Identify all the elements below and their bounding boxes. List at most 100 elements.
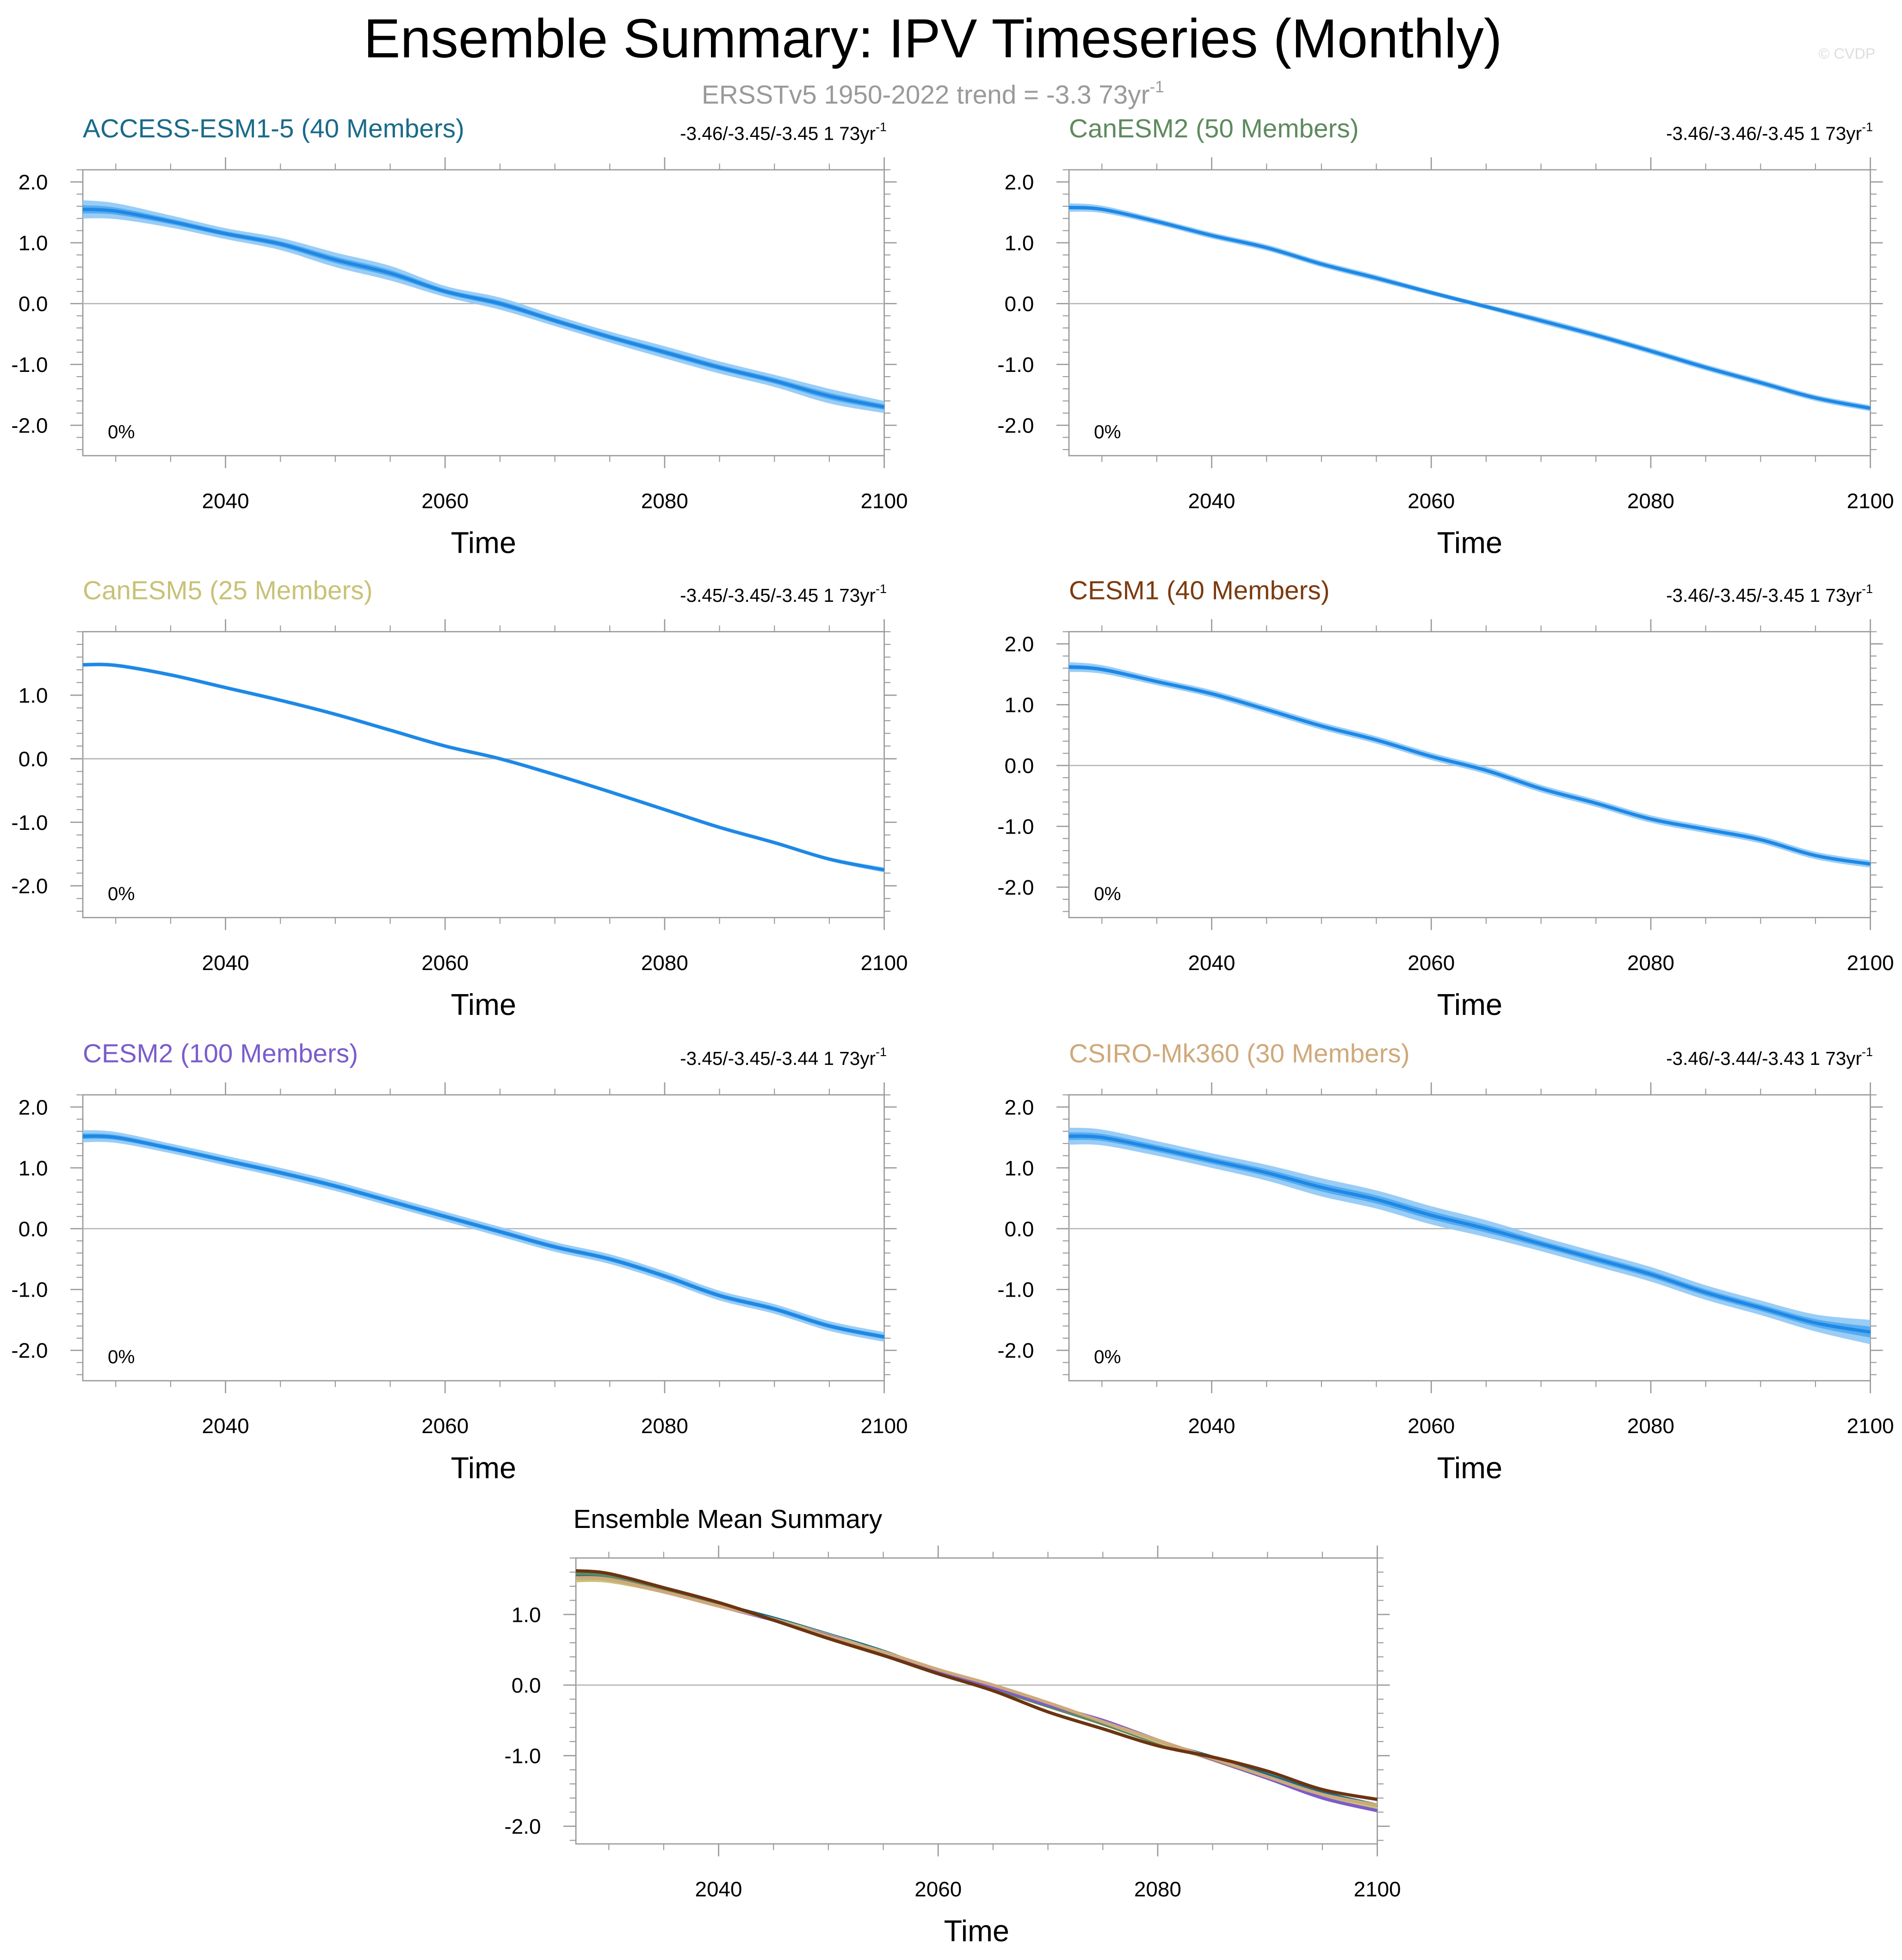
trend-value: -3.46/-3.45/-3.45 1 73yr [680, 123, 876, 144]
figure-subtitle: ERSSTv5 1950-2022 trend = -3.3 73yr-1 [702, 78, 1164, 110]
x-tick-label: 2040 [202, 951, 249, 975]
y-tick-label: -1.0 [11, 810, 48, 835]
ensemble-mean-line [82, 662, 885, 872]
figure-subtitle-text: ERSSTv5 1950-2022 trend = -3.3 73yr [702, 80, 1149, 110]
y-tick-label: 0.0 [1005, 754, 1034, 778]
minor-ticks [76, 1088, 891, 1387]
plot-frame [82, 169, 885, 457]
y-tick-label: 1.0 [1005, 1156, 1034, 1180]
plot-frame [1068, 631, 1871, 918]
y-tick-label: -2.0 [997, 875, 1034, 899]
x-tick-label: 2080 [641, 951, 688, 975]
panel-title: CESM2 (100 Members) [83, 1039, 358, 1069]
trend-value: -3.46/-3.44/-3.43 1 73yr [1666, 1048, 1862, 1069]
x-tick-label: 2080 [1134, 1877, 1181, 1901]
y-tick-label: -1.0 [11, 1278, 48, 1302]
panel-title: ACCESS-ESM1-5 (40 Members) [83, 114, 464, 143]
percent-label: 0% [108, 883, 135, 904]
ensemble-mean-line [1068, 206, 1871, 410]
panel-canesm5-25-members: 2040 2060 2080 2100 -2.0 -1.0 0.0 1.0 Time CanESM… [11, 576, 908, 1021]
plot-frame [82, 631, 885, 918]
y-tick-label: -2.0 [11, 1338, 48, 1362]
x-tick-label: 2100 [1847, 1414, 1894, 1438]
plot-frame [82, 1094, 885, 1382]
y-tick-label: 2.0 [1005, 632, 1034, 656]
x-tick-label: 2100 [1847, 951, 1894, 975]
x-axis-label: Time [1437, 1451, 1502, 1484]
trend-exponent: -1 [876, 1045, 887, 1059]
x-tick-label: 2060 [1408, 1414, 1455, 1438]
trend-text: -3.45/-3.45/-3.45 1 73yr-1 [680, 582, 887, 606]
series-line-csiro-mk360 [575, 1576, 1378, 1807]
panel-ensemble-mean-summary: 2040 2060 2080 2100 -2.0 -1.0 0.0 1.0 Time Ensemb… [504, 1505, 1401, 1948]
trend-text: -3.46/-3.45/-3.45 1 73yr-1 [680, 120, 887, 144]
x-axis-label: Time [1437, 526, 1502, 560]
x-tick-label: 2080 [641, 1414, 688, 1438]
panel-title: CanESM5 (25 Members) [83, 576, 373, 605]
y-tick-label: -1.0 [997, 815, 1034, 839]
trend-exponent: -1 [876, 582, 887, 596]
y-tick-label: -2.0 [997, 413, 1034, 437]
percent-label: 0% [1094, 883, 1121, 904]
x-tick-label: 2100 [1847, 488, 1894, 513]
x-tick-label: 2060 [1408, 951, 1455, 975]
trend-value: -3.45/-3.45/-3.45 1 73yr [680, 585, 876, 606]
trend-value: -3.46/-3.46/-3.45 1 73yr [1666, 123, 1862, 144]
minor-ticks [1062, 163, 1877, 462]
y-tick-label: 2.0 [19, 170, 48, 194]
x-tick-label: 2040 [202, 488, 249, 513]
series-line-cesm1 [575, 1569, 1378, 1801]
x-tick-label: 2060 [914, 1877, 962, 1901]
percent-label: 0% [1094, 1346, 1121, 1367]
panel-csiro-mk360-30-members: 2040 2060 2080 2100 -2.0 -1.0 0.0 1.0 2.0 Time CSI… [997, 1039, 1894, 1485]
panel-title: CESM1 (40 Members) [1069, 576, 1330, 605]
x-tick-label: 2060 [421, 951, 469, 975]
ensemble-mean-line [82, 1134, 885, 1339]
panels-container: 2040 2060 2080 2100 -2.0 -1.0 0.0 1.0 2.0 Time ACC… [11, 114, 1894, 1948]
y-tick-label: 1.0 [1005, 231, 1034, 255]
y-tick-label: -2.0 [504, 1814, 541, 1838]
y-tick-label: -2.0 [997, 1338, 1034, 1362]
panel-title: Ensemble Mean Summary [574, 1505, 883, 1534]
panel-canesm2-50-members: 2040 2060 2080 2100 -2.0 -1.0 0.0 1.0 2.0 Time Can… [997, 114, 1894, 560]
x-tick-label: 2040 [1188, 1414, 1235, 1438]
y-tick-label: 0.0 [19, 291, 48, 315]
trend-exponent: -1 [1862, 582, 1873, 596]
x-tick-label: 2100 [861, 951, 908, 975]
x-tick-label: 2040 [1188, 488, 1235, 513]
y-tick-label: -1.0 [997, 352, 1034, 377]
y-tick-label: 1.0 [19, 1156, 48, 1180]
ensemble-spread-band [83, 1130, 884, 1342]
percent-label: 0% [108, 421, 135, 442]
y-tick-label: 0.0 [1005, 291, 1034, 315]
x-tick-label: 2100 [861, 1414, 908, 1438]
figure-subtitle-exponent: -1 [1149, 78, 1164, 96]
ensemble-mean-line [1068, 665, 1871, 866]
x-axis-label: Time [1437, 988, 1502, 1021]
x-tick-label: 2080 [1627, 951, 1674, 975]
y-tick-label: 1.0 [19, 683, 48, 707]
y-tick-label: 2.0 [1005, 170, 1034, 194]
trend-exponent: -1 [876, 120, 887, 134]
panel-cesm2-100-members: 2040 2060 2080 2100 -2.0 -1.0 0.0 1.0 2.0 Time CES… [11, 1039, 908, 1485]
trend-exponent: -1 [1862, 1045, 1873, 1059]
percent-label: 0% [108, 1346, 135, 1367]
watermark: © CVDP [1819, 45, 1876, 62]
y-tick-label: 0.0 [1005, 1217, 1034, 1241]
y-tick-label: -2.0 [11, 874, 48, 898]
x-tick-label: 2100 [1354, 1877, 1401, 1901]
x-tick-label: 2100 [861, 488, 908, 513]
x-tick-label: 2080 [1627, 488, 1674, 513]
y-tick-label: -1.0 [504, 1744, 541, 1768]
ensemble-spread-band [1069, 203, 1871, 412]
y-tick-label: -1.0 [11, 352, 48, 377]
x-axis-label: Time [451, 1451, 516, 1484]
y-tick-label: 0.0 [19, 747, 48, 771]
ensemble-mean-line [1068, 1134, 1871, 1334]
trend-text: -3.46/-3.45/-3.45 1 73yr-1 [1666, 582, 1873, 606]
y-tick-label: 0.0 [19, 1217, 48, 1241]
trend-text: -3.46/-3.46/-3.45 1 73yr-1 [1666, 120, 1873, 144]
plot-frame [1068, 169, 1871, 457]
x-tick-label: 2060 [1408, 488, 1455, 513]
